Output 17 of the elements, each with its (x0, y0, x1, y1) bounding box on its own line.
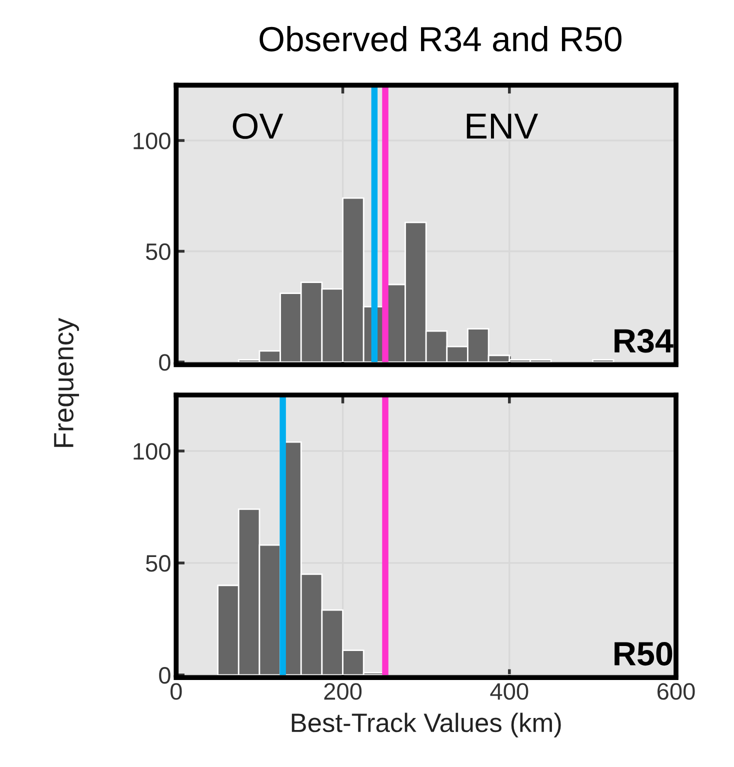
y-tick-label: 0 (159, 667, 170, 684)
y-axis-title: Frequency (54, 318, 80, 447)
y-tick-label: 0 (159, 354, 170, 371)
y-tick-label: 50 (146, 555, 170, 572)
annotation: OV (232, 113, 284, 139)
x-tick-label: 200 (324, 683, 362, 700)
y-tick-label: 50 (146, 243, 170, 260)
x-axis-title: Best-Track Values (km) (292, 712, 561, 738)
annotation: R50 (614, 642, 672, 666)
y-tick-label: 100 (134, 443, 170, 460)
x-tick-label: 400 (490, 683, 528, 700)
annotation: ENV (466, 114, 538, 139)
chart-title: Observed R34 and R50 (260, 26, 622, 52)
x-tick-label: 600 (658, 683, 695, 700)
annotation: R34 (614, 329, 674, 353)
y-tick-label: 100 (134, 132, 170, 150)
x-tick-label: 0 (170, 683, 182, 700)
